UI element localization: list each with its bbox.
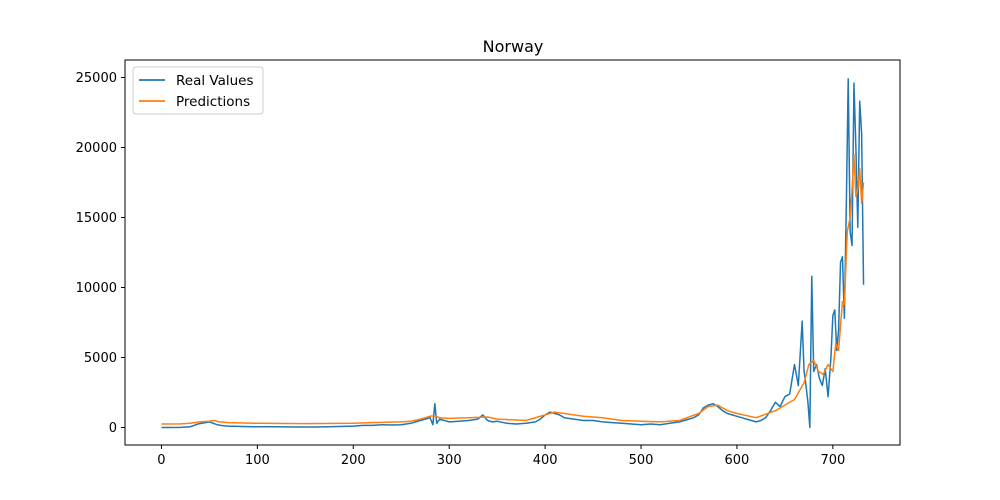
x-tick-label: 100 — [245, 453, 270, 468]
series-line-predictions — [161, 153, 865, 425]
legend-label: Real Values — [176, 73, 254, 89]
y-tick-label: 15000 — [76, 211, 117, 226]
y-tick-label: 25000 — [76, 71, 117, 86]
x-tick-label: 400 — [533, 453, 558, 468]
y-tick-label: 0 — [109, 421, 117, 436]
x-tick-label: 500 — [629, 453, 654, 468]
x-tick-label: 300 — [437, 453, 462, 468]
x-tick-label: 700 — [820, 453, 845, 468]
legend-label: Predictions — [176, 94, 250, 110]
legend-box — [132, 66, 264, 115]
x-tick-label: 600 — [725, 453, 750, 468]
chart-title: Norway — [483, 37, 544, 56]
legend: Real Values Predictions — [132, 66, 264, 115]
x-tick-label: 0 — [157, 453, 165, 468]
x-tick-label: 200 — [341, 453, 366, 468]
y-tick-label: 5000 — [84, 351, 117, 366]
y-tick-label: 10000 — [76, 281, 117, 296]
axes-frame — [124, 59, 901, 446]
plot-area — [161, 78, 865, 429]
series-line-real-values — [161, 78, 865, 429]
axes: 0 100 200 300 400 500 600 700 0 5000 10000 15000 200… — [76, 59, 901, 468]
y-tick-label: 20000 — [76, 141, 117, 156]
